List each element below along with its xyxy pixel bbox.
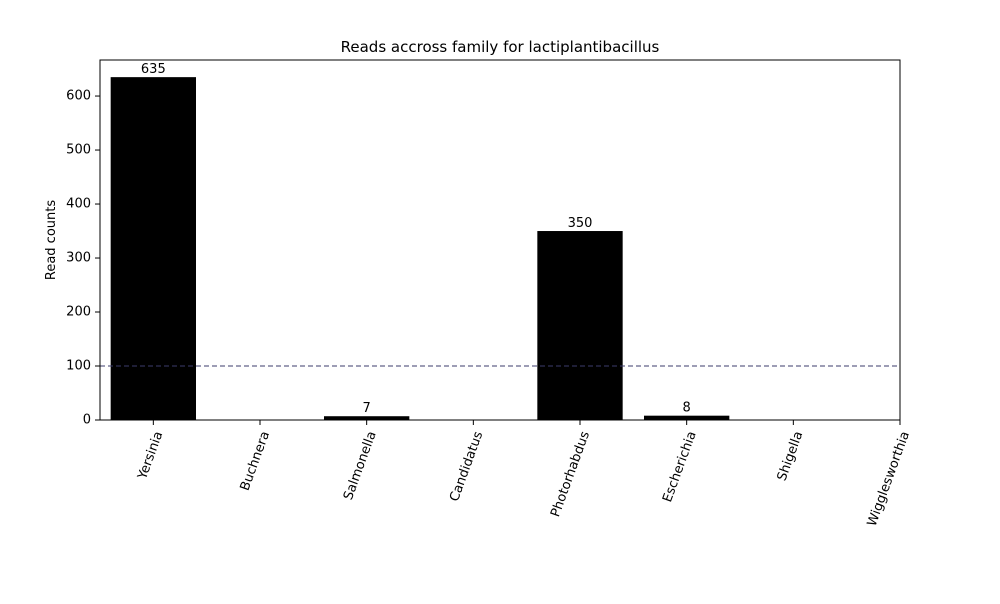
y-tick-label: 100 [66,359,91,374]
bar-value-label: 635 [141,62,166,77]
x-tick-label: Buchnera [238,429,273,492]
bar-labels-layer: 635 7 350 8 [141,62,691,416]
x-axis-ticks: Yersinia Buchnera Salmonella Candidatus Phot… [135,420,913,528]
bars-layer [110,77,730,421]
x-tick-label: Photorhabdus [548,429,593,519]
x-tick-label: Escherichia [660,429,700,504]
bar-value-label: 7 [363,401,371,416]
y-tick-label: 500 [66,143,91,158]
bar-yersinia [110,77,196,421]
y-tick-label: 0 [83,413,91,428]
x-tick-label: Shigella [775,429,807,483]
bar-escherichia [644,415,730,420]
y-tick-label: 400 [66,197,91,212]
bar-value-label: 8 [683,401,691,416]
y-tick-label: 600 [66,89,91,104]
x-tick-label: Salmonella [341,429,380,502]
y-tick-label: 300 [66,251,91,266]
chart-title: Reads accross family for lactiplantibaci… [341,38,660,56]
y-axis-label: Read counts [44,200,59,280]
x-tick-label: Yersinia [135,429,166,482]
y-tick-label: 200 [66,305,91,320]
bar-photorhabdus [537,231,623,420]
y-axis-ticks: 0 100 200 300 400 500 600 [66,89,100,428]
x-tick-label: Wigglesworthia [865,429,913,528]
plot-frame [99,59,901,421]
bar-value-label: 350 [568,216,593,231]
x-tick-label: Candidatus [447,429,486,503]
bar-salmonella [324,416,410,420]
